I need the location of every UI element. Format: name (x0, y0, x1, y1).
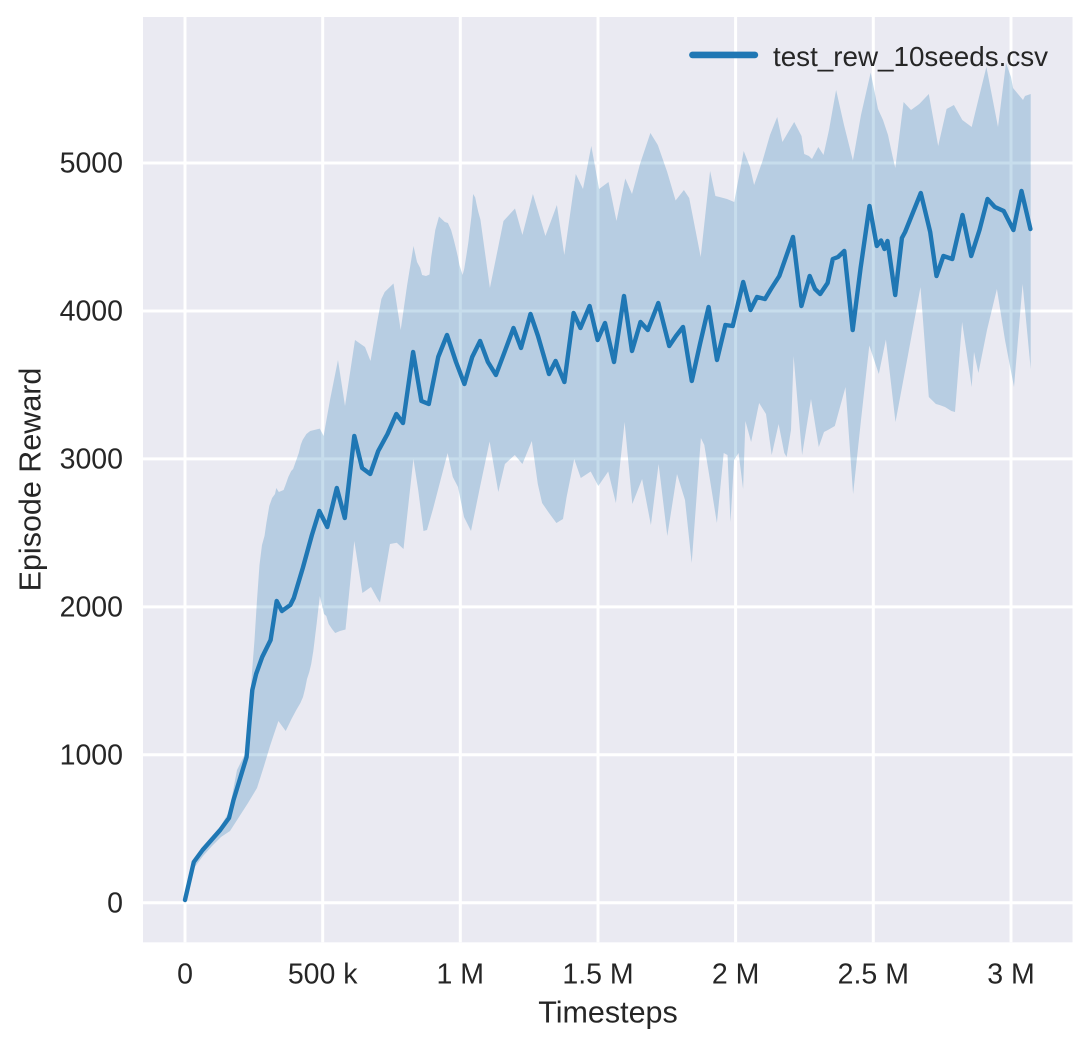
svg-text:2000: 2000 (60, 591, 123, 623)
svg-text:2 M: 2 M (712, 959, 760, 991)
svg-text:test_rew_10seeds.csv: test_rew_10seeds.csv (773, 41, 1048, 72)
svg-text:1000: 1000 (60, 739, 123, 771)
svg-text:0: 0 (177, 959, 193, 991)
svg-text:2.5 M: 2.5 M (838, 959, 909, 991)
svg-text:0: 0 (107, 887, 123, 919)
svg-text:1.5 M: 1.5 M (562, 959, 633, 991)
svg-text:3000: 3000 (60, 443, 123, 475)
svg-text:3 M: 3 M (987, 959, 1035, 991)
svg-text:5000: 5000 (60, 148, 123, 180)
svg-text:1 M: 1 M (437, 959, 485, 991)
svg-text:Episode Reward: Episode Reward (14, 368, 48, 592)
svg-text:4000: 4000 (60, 296, 123, 328)
svg-text:Timesteps: Timesteps (538, 996, 678, 1030)
svg-text:500 k: 500 k (288, 959, 358, 991)
